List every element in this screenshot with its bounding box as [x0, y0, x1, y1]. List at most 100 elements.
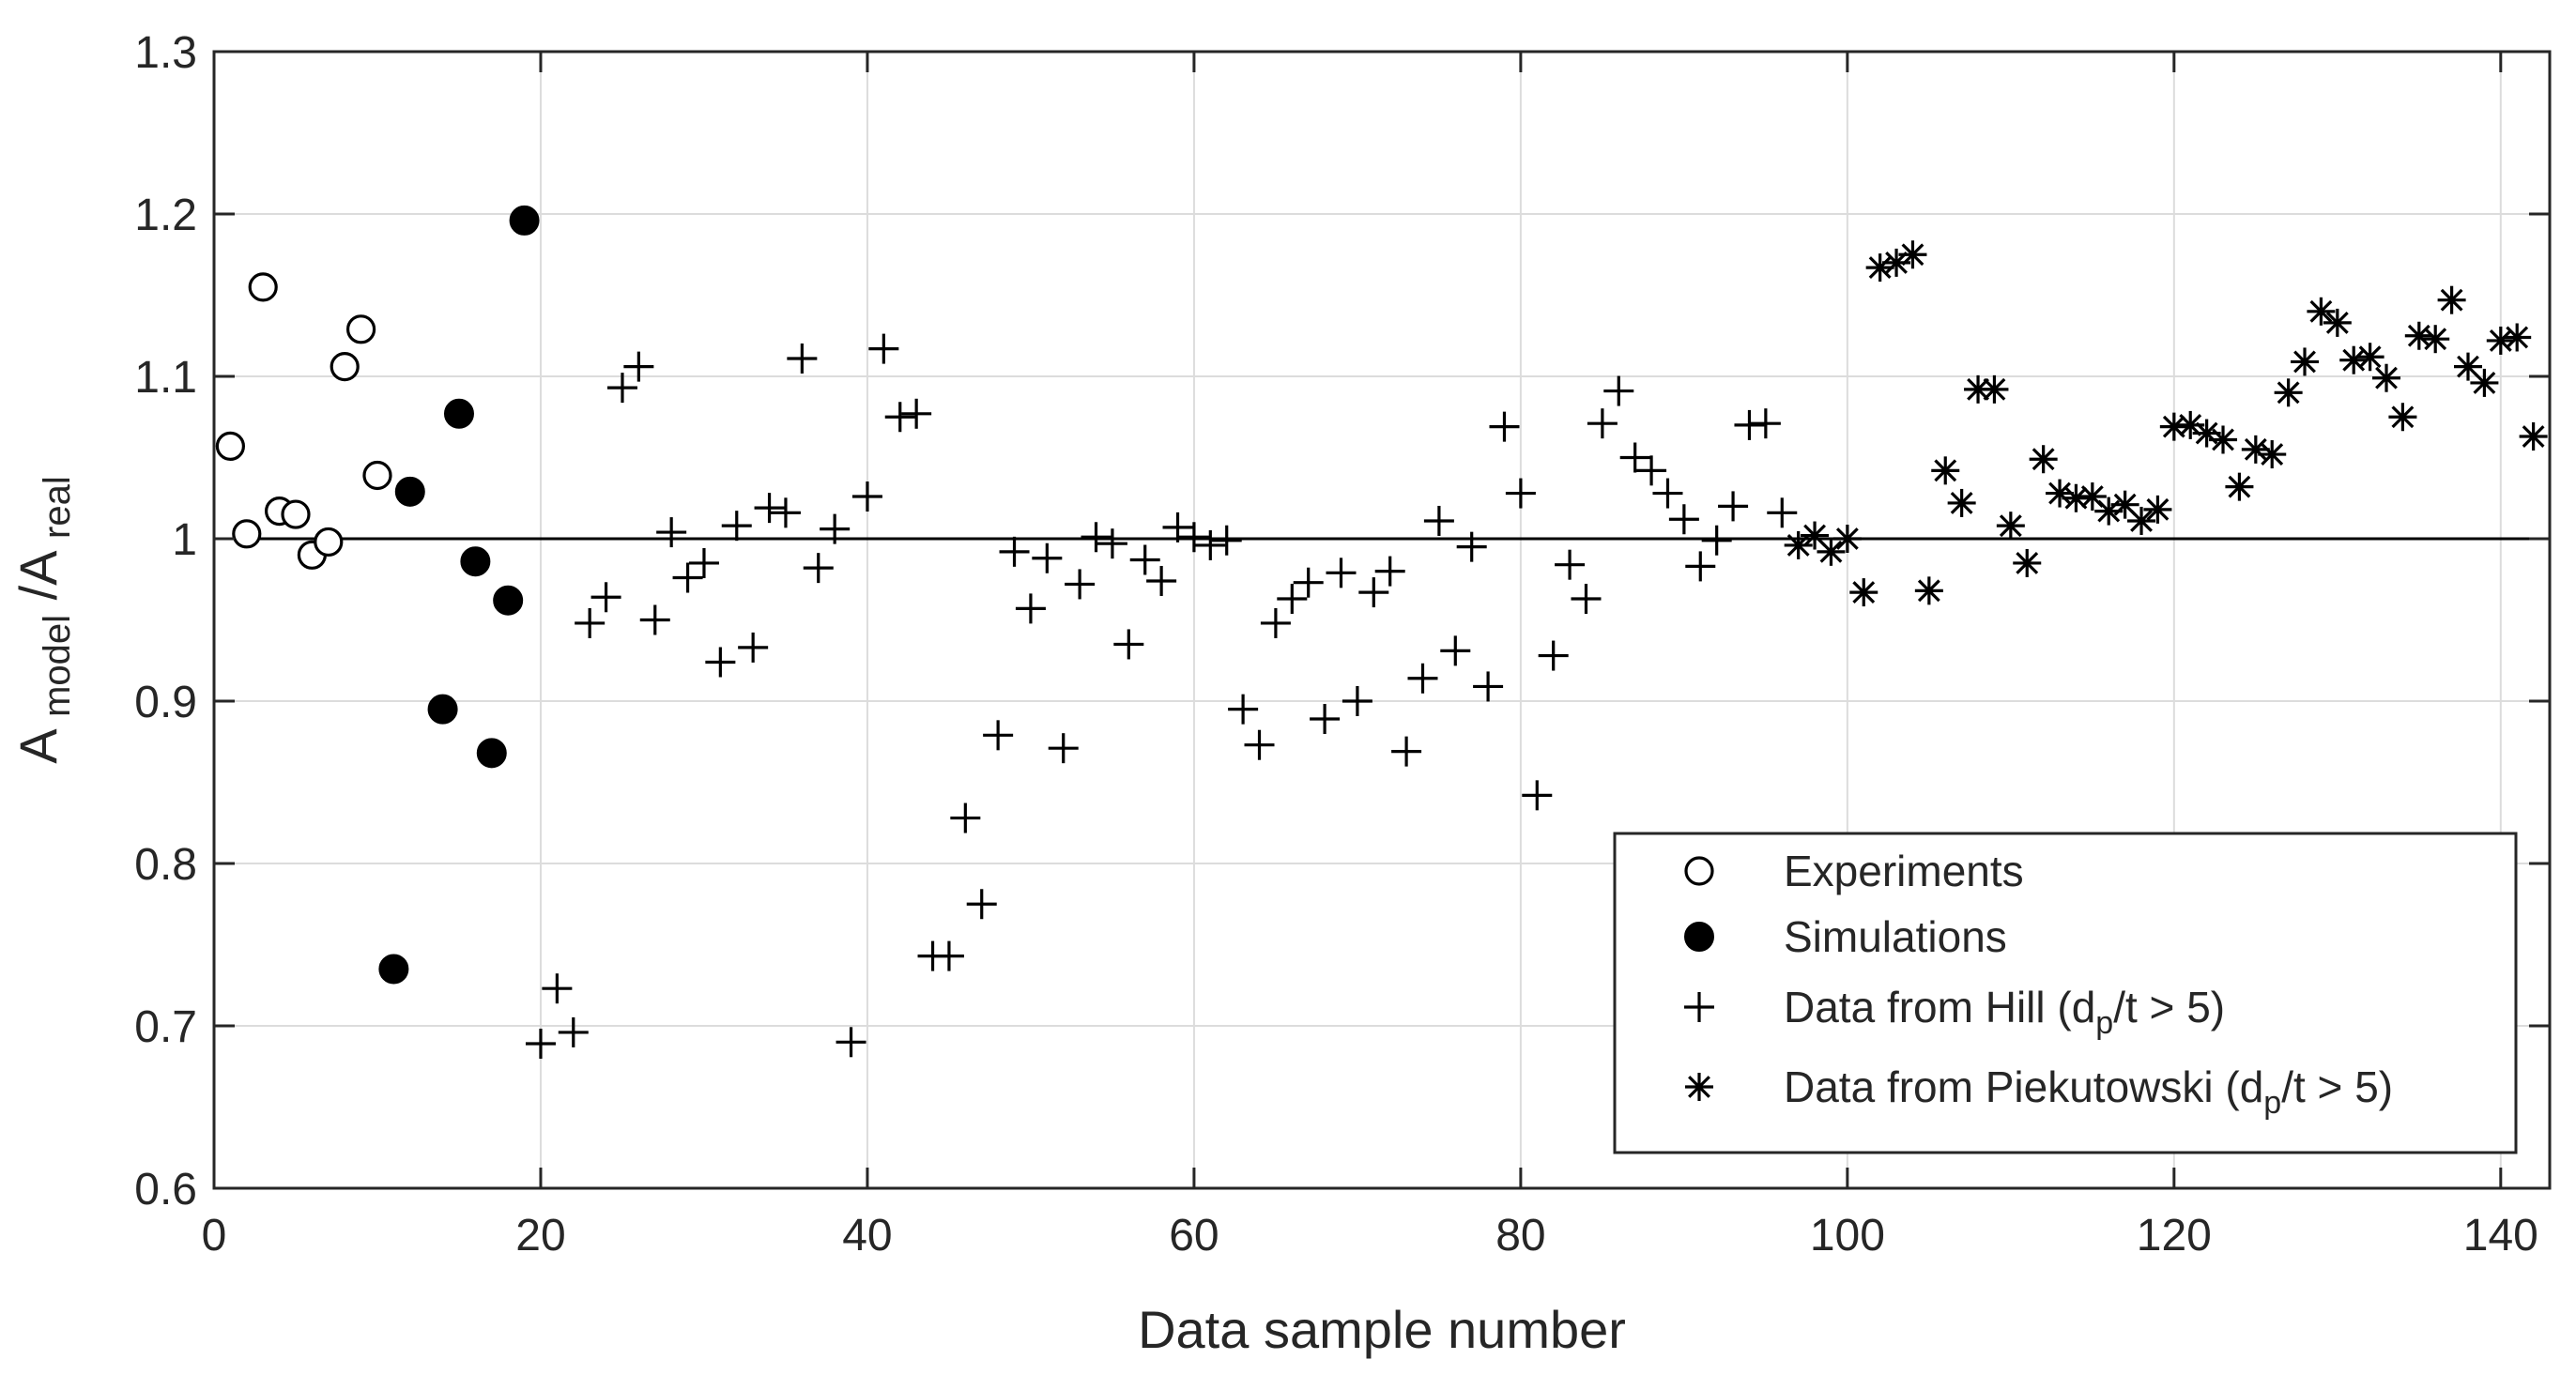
data-point-series-3 [2209, 425, 2238, 454]
marker-ast-d2 [1967, 377, 1989, 401]
data-point-series-2 [1701, 525, 1732, 556]
legend-label-piekutowski: Data from Piekutowski (dp/t > 5) [1784, 1062, 2393, 1121]
data-point-series-2 [884, 402, 915, 433]
y-tick-label: 1 [172, 515, 197, 565]
data-point-series-2 [1293, 567, 1324, 598]
marker-ast-d2 [2212, 428, 2234, 451]
data-point-series-2 [1571, 584, 1602, 615]
legend-marker-3 [1685, 1073, 1713, 1101]
marker-ast-d2 [2048, 481, 2071, 505]
data-point-series-3 [2470, 368, 2499, 397]
data-point-series-2 [1113, 629, 1144, 660]
data-point-series-2 [575, 607, 606, 638]
marker-ast-d2 [2293, 350, 2316, 374]
data-point-series-2 [901, 398, 932, 429]
data-point-series-3 [1784, 530, 1813, 559]
y-tick-label: 0.9 [134, 678, 197, 727]
data-point-series-2 [1277, 584, 1308, 615]
marker-ast-d2 [2457, 355, 2479, 378]
marker-ast-d2 [2113, 493, 2137, 516]
data-point-series-2 [1129, 544, 1160, 575]
marker-ast-d2 [2489, 329, 2512, 352]
data-point-series-0 [362, 460, 392, 491]
legend-marker-1 [1684, 922, 1714, 952]
data-point-series-0 [314, 527, 344, 558]
data-point-series-2 [672, 562, 703, 593]
x-tick-label: 140 [2463, 1211, 2538, 1260]
marker-ast-d2 [2473, 371, 2496, 394]
data-point-series-3 [2339, 345, 2369, 374]
data-point-series-2 [738, 632, 769, 663]
data-point-series-2 [1244, 729, 1275, 760]
data-point-series-2 [1310, 704, 1341, 735]
data-point-series-2 [1162, 512, 1193, 542]
marker-ast-d2 [1868, 256, 1892, 280]
data-point-series-3 [2127, 506, 2156, 535]
marker-ast-d2 [1999, 514, 2022, 538]
marker-circle [215, 431, 245, 461]
data-point-series-2 [868, 333, 899, 364]
data-point-series-2 [983, 720, 1014, 751]
data-point-series-2 [542, 973, 573, 1004]
marker-ast-d2 [2064, 486, 2088, 510]
data-point-series-2 [1522, 780, 1553, 811]
marker-ast-d2 [2162, 415, 2185, 438]
marker-ast-d2 [2080, 485, 2104, 508]
data-point-series-3 [1980, 374, 2009, 404]
marker-ast-d2 [2228, 475, 2251, 498]
marker-ast-d2 [1835, 527, 1859, 550]
data-point-series-3 [1947, 488, 1976, 517]
y-tick-label: 0.8 [134, 840, 197, 890]
data-point-series-2 [1096, 528, 1127, 559]
marker-ast-d2 [2522, 425, 2545, 448]
data-point-series-2 [820, 513, 851, 544]
x-tick-label: 0 [202, 1211, 227, 1260]
data-point-series-1 [460, 546, 491, 577]
data-point-series-2 [836, 1027, 866, 1058]
data-point-series-2 [1407, 663, 1438, 694]
marker-ast-d2 [1803, 524, 1826, 547]
data-point-series-2 [1750, 408, 1781, 439]
data-markers [215, 205, 2548, 1060]
data-point-series-2 [1065, 569, 1096, 600]
data-point-series-3 [2372, 363, 2401, 392]
data-point-series-1 [427, 694, 458, 725]
data-point-series-0 [232, 519, 262, 549]
marker-ast-d2 [2130, 510, 2153, 532]
marker-circle [232, 519, 262, 549]
data-point-series-0 [248, 272, 278, 302]
data-point-series-1 [476, 738, 507, 769]
data-point-series-2 [999, 536, 1030, 567]
data-point-series-2 [1587, 408, 1618, 439]
data-point-series-2 [1391, 736, 1422, 767]
marker-ast-d2 [1934, 459, 1957, 482]
data-point-series-2 [606, 373, 637, 404]
legend-label-simulations: Simulations [1784, 912, 2007, 961]
data-point-series-3 [2437, 285, 2466, 314]
data-point-series-2 [1652, 478, 1683, 509]
marker-ast-d2 [2506, 326, 2529, 349]
y-axis-label: A model /A real [8, 476, 81, 763]
data-point-series-3 [2291, 347, 2320, 376]
marker-ast-d2 [2032, 448, 2055, 471]
data-point-series-2 [1228, 694, 1259, 725]
y-label-separator: /A [8, 550, 68, 601]
marker-dot [378, 954, 409, 985]
data-point-series-2 [933, 940, 964, 971]
marker-circle [330, 352, 360, 382]
data-point-series-2 [1456, 531, 1487, 562]
data-point-series-3 [1914, 576, 1943, 605]
data-point-series-3 [2143, 495, 2172, 524]
data-point-series-1 [378, 954, 409, 985]
data-point-series-2 [525, 1029, 556, 1060]
data-point-series-2 [639, 604, 670, 635]
data-point-series-2 [950, 802, 981, 833]
y-tick-label: 0.7 [134, 1002, 197, 1052]
x-tick-label: 60 [1169, 1211, 1219, 1260]
data-point-series-2 [1211, 525, 1242, 556]
marker-ast-d2 [2261, 443, 2284, 466]
x-tick-label: 20 [515, 1211, 565, 1260]
marker-dot [509, 205, 540, 236]
data-point-series-2 [1734, 409, 1765, 440]
marker-dot [443, 398, 474, 429]
